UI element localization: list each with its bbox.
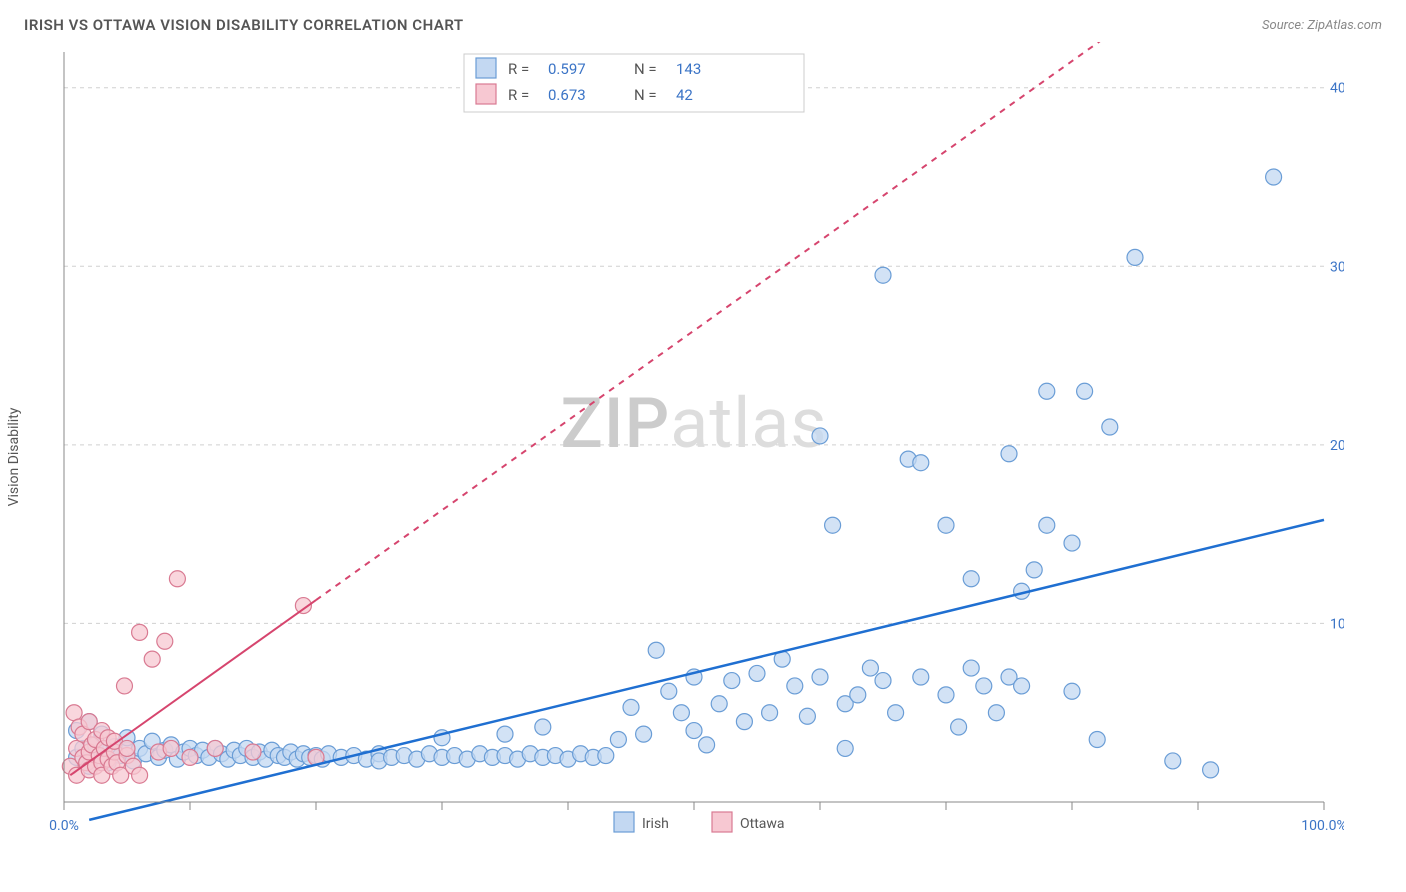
- legend-r-label: R =: [508, 60, 529, 78]
- y-tick-label: 30.0%: [1330, 259, 1344, 275]
- data-point: [1127, 249, 1143, 265]
- data-point: [711, 696, 727, 712]
- data-point: [1026, 562, 1042, 578]
- data-point: [497, 726, 513, 742]
- data-point: [686, 723, 702, 739]
- data-point: [163, 740, 179, 756]
- data-point: [610, 732, 626, 748]
- data-point: [888, 705, 904, 721]
- data-point: [963, 660, 979, 676]
- data-point: [182, 749, 198, 765]
- data-point: [119, 740, 135, 756]
- legend-n-label: N =: [634, 86, 657, 104]
- data-point: [762, 705, 778, 721]
- data-point: [207, 740, 223, 756]
- data-point: [938, 517, 954, 533]
- data-point: [1039, 517, 1055, 533]
- legend-r-value: 0.673: [548, 86, 586, 104]
- data-point: [169, 571, 185, 587]
- data-point: [862, 660, 878, 676]
- data-point: [724, 673, 740, 689]
- data-point: [699, 737, 715, 753]
- data-point: [1266, 169, 1282, 185]
- data-point: [623, 699, 639, 715]
- data-point: [736, 714, 752, 730]
- data-point: [132, 767, 148, 783]
- data-point: [875, 267, 891, 283]
- data-point: [157, 633, 173, 649]
- data-point: [812, 669, 828, 685]
- data-point: [812, 428, 828, 444]
- trend-line-solid: [89, 520, 1324, 820]
- bottom-legend-swatch: [614, 812, 634, 832]
- data-point: [648, 642, 664, 658]
- bottom-legend-label: Ottawa: [740, 816, 785, 832]
- scatter-chart: ZIPatlas 0.0% 100.0% 10.0% 20.0% 30.0% 40.0% R …: [24, 42, 1344, 872]
- data-point: [636, 726, 652, 742]
- data-point: [535, 719, 551, 735]
- data-point: [673, 705, 689, 721]
- legend-n-label: N =: [634, 60, 657, 78]
- data-point: [1064, 683, 1080, 699]
- data-point: [875, 673, 891, 689]
- data-point: [837, 740, 853, 756]
- chart-source: Source: ZipAtlas.com: [1262, 18, 1382, 33]
- data-point: [245, 744, 261, 760]
- watermark: ZIPatlas: [561, 383, 828, 465]
- data-point: [825, 517, 841, 533]
- bottom-legend-swatch: [712, 812, 732, 832]
- data-point: [988, 705, 1004, 721]
- legend-swatch: [476, 58, 496, 78]
- data-point: [799, 708, 815, 724]
- chart-header: IRISH VS OTTAWA VISION DISABILITY CORREL…: [0, 0, 1406, 42]
- trend-line-dashed: [316, 42, 1110, 600]
- y-tick-label: 10.0%: [1330, 616, 1344, 632]
- data-point: [144, 651, 160, 667]
- data-point: [1039, 383, 1055, 399]
- chart-title: IRISH VS OTTAWA VISION DISABILITY CORREL…: [24, 16, 464, 34]
- legend-n-value: 143: [676, 60, 701, 78]
- data-point: [661, 683, 677, 699]
- data-point: [913, 669, 929, 685]
- data-point: [598, 748, 614, 764]
- data-point: [1089, 732, 1105, 748]
- data-point: [913, 455, 929, 471]
- data-point: [1001, 446, 1017, 462]
- data-point: [66, 705, 82, 721]
- data-point: [787, 678, 803, 694]
- data-point: [132, 624, 148, 640]
- data-point: [976, 678, 992, 694]
- data-point: [1014, 678, 1030, 694]
- data-point: [850, 687, 866, 703]
- data-point: [116, 678, 132, 694]
- data-point: [749, 665, 765, 681]
- x-tick-label: 0.0%: [49, 818, 79, 834]
- y-tick-label: 20.0%: [1330, 438, 1344, 454]
- legend-r-value: 0.597: [548, 60, 586, 78]
- legend-r-label: R =: [508, 86, 529, 104]
- data-point: [951, 719, 967, 735]
- data-point: [1077, 383, 1093, 399]
- data-point: [1064, 535, 1080, 551]
- y-tick-label: 40.0%: [1330, 81, 1344, 97]
- chart-area: Vision Disability ZIPatlas0.0%100.0%10.0…: [24, 42, 1382, 872]
- data-point: [963, 571, 979, 587]
- data-point: [1165, 753, 1181, 769]
- y-axis-label: Vision Disability: [6, 408, 22, 507]
- data-point: [1203, 762, 1219, 778]
- data-point: [1102, 419, 1118, 435]
- legend-n-value: 42: [676, 86, 693, 104]
- bottom-legend-label: Irish: [642, 816, 669, 832]
- legend-swatch: [476, 84, 496, 104]
- data-point: [938, 687, 954, 703]
- x-tick-label: 100.0%: [1301, 818, 1344, 834]
